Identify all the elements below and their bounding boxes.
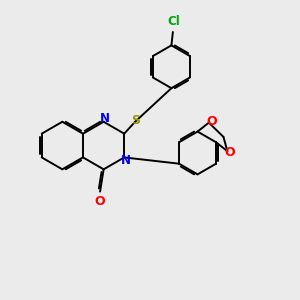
Text: S: S [131,114,140,127]
Text: O: O [224,146,235,159]
Text: O: O [95,196,105,208]
Text: N: N [100,112,110,125]
Text: N: N [121,154,131,167]
Text: Cl: Cl [167,15,180,28]
Text: O: O [206,115,217,128]
